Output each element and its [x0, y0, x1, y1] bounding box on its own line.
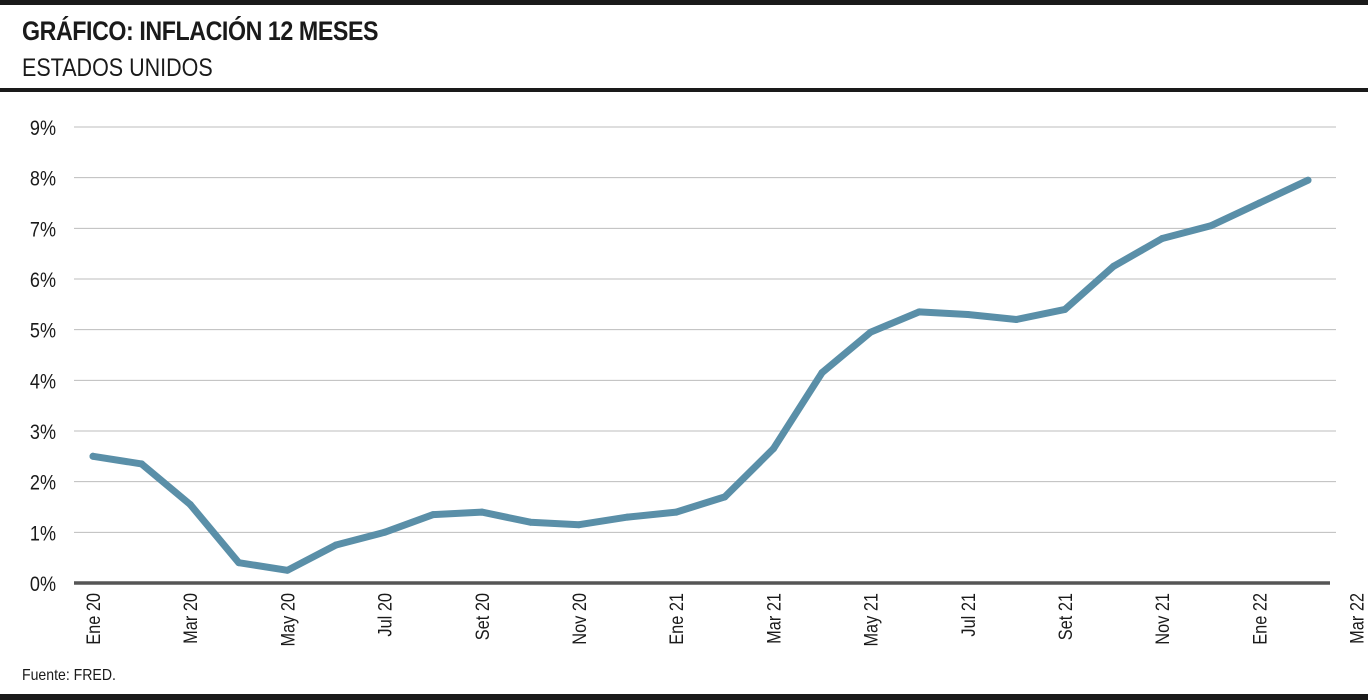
x-tick-label: Mar 20 [180, 593, 201, 644]
x-tick-label: Ene 20 [83, 593, 104, 645]
data-point [964, 311, 972, 318]
data-point [721, 493, 729, 501]
data-point [867, 328, 875, 336]
x-tick-label: Jul 21 [958, 593, 979, 637]
data-point [1061, 305, 1069, 313]
x-tick-label: Nov 20 [569, 593, 590, 645]
data-point [1207, 222, 1215, 230]
data-point [1012, 316, 1020, 323]
y-tick-label: 9% [30, 117, 56, 141]
y-tick-label: 3% [30, 421, 56, 445]
data-point [1110, 262, 1118, 270]
data-point [89, 452, 97, 460]
grid-layer [74, 126, 1336, 585]
header-rule [0, 88, 1368, 92]
x-tick-label: May 20 [277, 593, 298, 647]
data-point [1304, 176, 1312, 184]
data-point [575, 521, 583, 529]
data-point [283, 566, 291, 574]
data-point [138, 460, 146, 468]
x-tick-label: Set 20 [472, 593, 493, 640]
y-tick-label: 2% [30, 471, 56, 495]
y-tick-label: 0% [30, 573, 56, 597]
y-axis: 0% 1% 2% 3% 4% 5% 6% 7% 8% 9% [30, 117, 56, 597]
data-point [624, 513, 632, 521]
data-point [915, 308, 923, 316]
x-tick-label: Set 21 [1055, 593, 1076, 640]
y-tick-label: 6% [30, 269, 56, 293]
y-tick-label: 7% [30, 218, 56, 242]
data-point [235, 559, 243, 567]
series-layer [89, 176, 1312, 574]
chart-title: GRÁFICO: INFLACIÓN 12 MESES [22, 16, 379, 46]
data-point [186, 501, 194, 508]
bottom-rule [0, 694, 1368, 700]
x-tick-label: May 21 [860, 593, 881, 647]
inflation-line-chart: 0% 1% 2% 3% 4% 5% 6% 7% 8% 9% Ene 20 Mar 20 May 20 J… [30, 117, 1368, 647]
data-point [381, 528, 389, 536]
data-point [478, 508, 486, 516]
y-tick-label: 4% [30, 370, 56, 394]
x-tick-label: Mar 22 [1346, 593, 1367, 644]
x-tick-label: Nov 21 [1152, 593, 1173, 645]
data-point [1255, 199, 1263, 207]
x-axis: Ene 20 Mar 20 May 20 Jul 20 Set 20 Nov 20 Ene … [83, 593, 1368, 647]
data-point [769, 445, 777, 453]
data-point [672, 508, 680, 516]
source-note: Fuente: FRED. [22, 667, 116, 684]
x-tick-label: Ene 22 [1249, 593, 1270, 645]
data-point [429, 511, 437, 519]
data-point [332, 541, 340, 549]
data-point [818, 369, 826, 377]
y-tick-label: 8% [30, 167, 56, 191]
y-tick-label: 1% [30, 522, 56, 546]
x-tick-label: Ene 21 [666, 593, 687, 645]
x-tick-label: Mar 21 [763, 593, 784, 644]
y-tick-label: 5% [30, 319, 56, 343]
data-point [526, 518, 534, 526]
x-tick-label: Jul 20 [374, 593, 395, 637]
series-line [89, 176, 1312, 574]
data-point [1158, 235, 1166, 242]
top-rule [0, 0, 1368, 5]
chart-subtitle: ESTADOS UNIDOS [22, 54, 213, 82]
